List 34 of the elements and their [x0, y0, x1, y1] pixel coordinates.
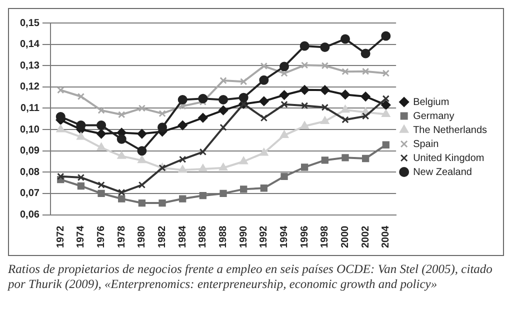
- y-tick-label: 0,10: [20, 124, 40, 136]
- y-tick-label: 0,12: [20, 82, 40, 93]
- legend-label: New Zealand: [413, 166, 472, 178]
- x-tick-label: 1976: [96, 225, 108, 248]
- x-tick-label: 1978: [116, 225, 128, 248]
- x-tick-label: 1972: [55, 225, 66, 248]
- x-tick-label: 2000: [340, 225, 351, 248]
- x-tick-label: 1992: [258, 225, 270, 248]
- legend-label: Spain: [413, 138, 439, 150]
- legend-label: United Kingdom: [413, 152, 484, 164]
- x-tick-label: 2002: [360, 225, 372, 248]
- y-tick-label: 0,11: [20, 102, 40, 114]
- y-tick-label: 0,08: [20, 166, 40, 178]
- x-tick-label: 1974: [76, 225, 87, 248]
- x-tick-label: 1980: [136, 225, 148, 248]
- y-tick-label: 0,06: [20, 210, 40, 221]
- x-tick-label: 1984: [177, 225, 188, 248]
- x-tick-label: 1996: [299, 225, 310, 248]
- y-tick-label: 0,15: [20, 18, 40, 29]
- x-tick-label: 2004: [380, 225, 392, 248]
- x-tick-label: 1988: [218, 225, 230, 248]
- x-tick-label: 1982: [157, 225, 168, 248]
- legend-label: The Netherlands: [413, 124, 488, 136]
- legend-label: Germany: [413, 110, 454, 122]
- x-tick-label: 1994: [279, 225, 290, 248]
- y-tick-label: 0,09: [20, 146, 40, 157]
- y-tick-label: 0,13: [20, 60, 40, 72]
- x-tick-label: 1986: [198, 225, 209, 248]
- y-tick-label: 0,07: [20, 188, 40, 200]
- text: Ratios de propietarios de negocios frente a empleo en seis países OCDE: Van Stel (2005), citado por Thurik (2009), «Enterprenomics: enterpreneurship, economic growth and policy»: [8, 262, 494, 292]
- x-tick-label: 1990: [238, 225, 250, 248]
- y-tick-label: 0,14: [20, 39, 40, 50]
- x-tick-label: 1998: [320, 225, 331, 248]
- legend-label: Belgium: [413, 96, 450, 108]
